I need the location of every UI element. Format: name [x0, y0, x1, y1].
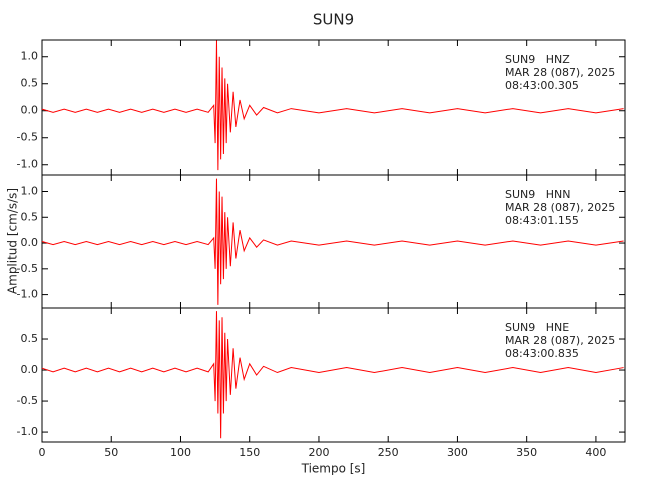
- y-tick-label: 1.0: [21, 184, 39, 197]
- y-tick-label: -0.5: [17, 394, 38, 407]
- y-tick-label: -0.5: [17, 131, 38, 144]
- trace-label: MAR 28 (087), 2025: [505, 334, 615, 347]
- panel-frame: [41, 307, 626, 443]
- trace-label: 08:43:00.835: [505, 347, 579, 360]
- trace-line: [41, 178, 624, 305]
- trace-label: 08:43:00.305: [505, 79, 579, 92]
- x-tick-label: 150: [239, 446, 260, 459]
- trace-label: MAR 28 (087), 2025: [505, 201, 615, 214]
- y-axis-label: Amplitud [cm/s/s]: [6, 188, 20, 294]
- y-tick-label: -1.0: [17, 425, 38, 438]
- x-tick-label: 100: [170, 446, 191, 459]
- trace-label: SUN9 HNE: [505, 321, 569, 334]
- y-tick-label: 0.5: [21, 77, 39, 90]
- x-tick-label: 50: [104, 446, 118, 459]
- y-tick-label: 0.5: [21, 332, 39, 345]
- x-tick-label: 200: [308, 446, 329, 459]
- x-tick-label: 400: [585, 446, 606, 459]
- y-tick-label: 0.5: [21, 210, 39, 223]
- y-tick-label: -0.5: [17, 262, 38, 275]
- trace-label: 08:43:01.155: [505, 214, 579, 227]
- trace-line: [41, 40, 624, 171]
- x-axis-label: Tiempo [s]: [301, 462, 366, 476]
- x-tick-label: 0: [39, 446, 46, 459]
- x-tick-label: 350: [516, 446, 537, 459]
- y-tick-label: -1.0: [17, 288, 38, 301]
- y-tick-label: 1.0: [21, 50, 39, 63]
- trace-line: [41, 311, 624, 439]
- trace-label: MAR 28 (087), 2025: [505, 66, 615, 79]
- x-tick-label: 250: [378, 446, 399, 459]
- trace-label: SUN9 HNZ: [505, 53, 570, 66]
- y-tick-label: 0.0: [21, 104, 39, 117]
- y-tick-label: 0.0: [21, 363, 39, 376]
- y-tick-label: 0.0: [21, 236, 39, 249]
- trace-label: SUN9 HNN: [505, 188, 570, 201]
- y-tick-label: -1.0: [17, 158, 38, 171]
- x-tick-label: 300: [447, 446, 468, 459]
- chart-title: SUN9: [313, 11, 354, 29]
